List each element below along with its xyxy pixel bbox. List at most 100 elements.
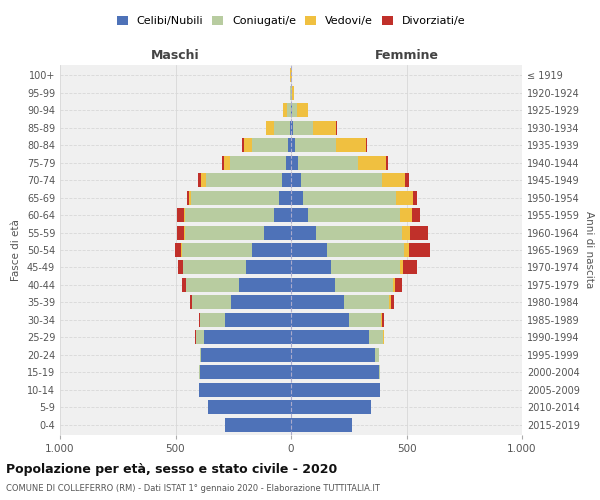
Bar xyxy=(349,313,381,327)
Bar xyxy=(386,156,388,170)
Bar xyxy=(190,296,192,310)
Bar xyxy=(400,208,412,222)
Bar xyxy=(292,86,294,100)
Bar xyxy=(391,296,394,310)
Bar xyxy=(205,330,291,344)
Bar xyxy=(239,278,291,292)
Bar xyxy=(395,278,402,292)
Bar xyxy=(403,260,417,274)
Bar xyxy=(396,190,413,204)
Bar xyxy=(176,208,184,222)
Bar xyxy=(291,296,344,310)
Bar xyxy=(369,330,383,344)
Bar xyxy=(392,278,395,292)
Bar xyxy=(200,313,225,327)
Bar xyxy=(199,313,200,327)
Bar xyxy=(184,208,185,222)
Bar xyxy=(291,104,292,118)
Text: Femmine: Femmine xyxy=(374,50,439,62)
Bar xyxy=(344,296,389,310)
Bar xyxy=(336,138,367,152)
Bar xyxy=(291,138,295,152)
Bar xyxy=(412,208,420,222)
Bar xyxy=(383,330,385,344)
Bar xyxy=(291,121,293,135)
Bar xyxy=(291,243,328,257)
Bar xyxy=(301,173,382,187)
Bar xyxy=(291,382,380,396)
Bar xyxy=(291,313,349,327)
Bar xyxy=(335,278,392,292)
Bar xyxy=(230,156,286,170)
Bar xyxy=(389,296,391,310)
Bar xyxy=(313,121,336,135)
Bar xyxy=(291,260,331,274)
Bar xyxy=(404,243,409,257)
Bar xyxy=(206,173,282,187)
Bar xyxy=(293,121,313,135)
Bar xyxy=(252,243,291,257)
Bar xyxy=(291,86,292,100)
Bar xyxy=(201,348,291,362)
Bar xyxy=(298,156,358,170)
Bar xyxy=(181,243,182,257)
Bar xyxy=(187,190,189,204)
Text: Popolazione per età, sesso e stato civile - 2020: Popolazione per età, sesso e stato civil… xyxy=(6,462,337,475)
Bar xyxy=(296,104,308,118)
Bar xyxy=(183,260,246,274)
Bar xyxy=(200,348,201,362)
Bar xyxy=(244,138,252,152)
Bar xyxy=(291,330,369,344)
Bar xyxy=(291,156,298,170)
Bar xyxy=(316,226,402,239)
Bar xyxy=(303,190,396,204)
Bar xyxy=(291,365,379,379)
Bar xyxy=(291,278,335,292)
Bar xyxy=(382,313,383,327)
Bar xyxy=(280,190,291,204)
Bar xyxy=(224,156,230,170)
Bar xyxy=(295,138,336,152)
Bar xyxy=(178,260,182,274)
Bar xyxy=(274,121,290,135)
Y-axis label: Anni di nascita: Anni di nascita xyxy=(584,212,593,288)
Bar xyxy=(252,138,288,152)
Bar xyxy=(274,208,291,222)
Bar xyxy=(191,190,280,204)
Bar xyxy=(291,348,376,362)
Bar xyxy=(410,226,428,239)
Bar xyxy=(286,156,291,170)
Bar xyxy=(223,156,224,170)
Y-axis label: Fasce di età: Fasce di età xyxy=(11,219,21,281)
Bar xyxy=(246,260,291,274)
Bar xyxy=(184,226,185,239)
Text: COMUNE DI COLLEFERRO (RM) - Dati ISTAT 1° gennaio 2020 - Elaborazione TUTTITALIA: COMUNE DI COLLEFERRO (RM) - Dati ISTAT 1… xyxy=(6,484,380,493)
Bar xyxy=(182,243,252,257)
Bar xyxy=(231,296,291,310)
Bar xyxy=(290,121,291,135)
Bar xyxy=(382,173,405,187)
Bar xyxy=(185,226,265,239)
Bar xyxy=(192,296,231,310)
Bar xyxy=(175,243,181,257)
Bar xyxy=(358,156,386,170)
Bar xyxy=(331,260,400,274)
Bar xyxy=(287,104,290,118)
Bar xyxy=(178,226,184,239)
Bar xyxy=(409,243,430,257)
Bar xyxy=(402,226,410,239)
Bar xyxy=(199,382,291,396)
Bar xyxy=(225,313,291,327)
Bar xyxy=(185,208,274,222)
Bar xyxy=(189,190,191,204)
Bar xyxy=(200,365,291,379)
Bar xyxy=(196,330,205,344)
Bar xyxy=(291,418,352,432)
Bar xyxy=(283,104,287,118)
Bar xyxy=(308,208,400,222)
Bar xyxy=(187,278,239,292)
Bar xyxy=(242,138,244,152)
Bar xyxy=(292,104,296,118)
Bar xyxy=(291,190,303,204)
Bar xyxy=(381,313,382,327)
